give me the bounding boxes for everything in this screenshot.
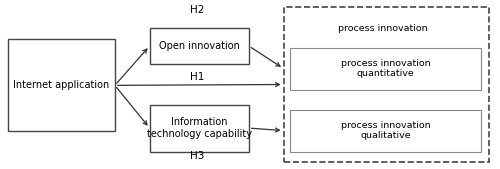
Text: process innovation: process innovation bbox=[338, 24, 428, 33]
Text: process innovation
quantitative: process innovation quantitative bbox=[340, 59, 430, 78]
Text: H2: H2 bbox=[190, 5, 204, 15]
Text: H1: H1 bbox=[190, 72, 204, 82]
Text: process innovation
qualitative: process innovation qualitative bbox=[340, 121, 430, 140]
Text: Open innovation: Open innovation bbox=[159, 41, 240, 51]
FancyBboxPatch shape bbox=[284, 7, 490, 162]
FancyBboxPatch shape bbox=[8, 39, 115, 131]
Text: H3: H3 bbox=[190, 151, 204, 161]
FancyBboxPatch shape bbox=[150, 105, 249, 152]
Text: Information
technology capability: Information technology capability bbox=[146, 117, 252, 139]
Text: Internet application: Internet application bbox=[14, 80, 110, 90]
FancyBboxPatch shape bbox=[290, 48, 481, 90]
FancyBboxPatch shape bbox=[290, 110, 481, 152]
FancyBboxPatch shape bbox=[150, 28, 249, 64]
